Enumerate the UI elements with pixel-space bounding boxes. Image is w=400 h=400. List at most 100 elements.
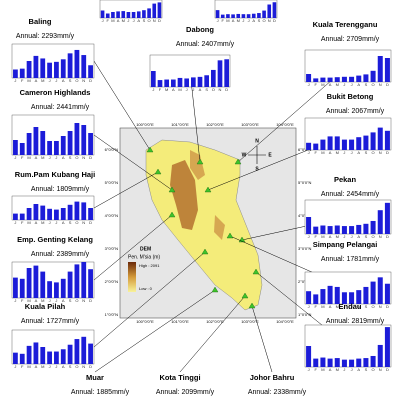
bar	[377, 344, 383, 367]
month-label: F	[159, 87, 162, 92]
month-label: N	[379, 150, 382, 155]
month-label: J	[152, 87, 154, 92]
chart-frame	[304, 271, 392, 305]
month-label: J	[343, 150, 345, 155]
bar	[13, 140, 18, 155]
bar	[341, 359, 347, 367]
month-label: O	[148, 18, 151, 23]
station-name: Endau	[339, 302, 362, 311]
bar	[60, 59, 66, 78]
bar	[363, 223, 369, 234]
month-label: D	[273, 18, 276, 23]
bar	[88, 65, 93, 78]
station-marker	[226, 232, 234, 239]
bar	[81, 125, 87, 155]
month-label: D	[89, 78, 92, 83]
month-label: M	[226, 18, 229, 23]
bar	[327, 226, 333, 234]
month-label: J	[351, 367, 353, 372]
bar	[363, 358, 369, 367]
chart-frame	[304, 199, 392, 235]
station-annual: Annual: 2099mm/y	[156, 389, 215, 396]
month-label: S	[69, 78, 72, 83]
bar	[40, 131, 46, 155]
bar	[320, 289, 326, 304]
month-label: J	[343, 304, 345, 309]
month-label: J	[127, 18, 129, 23]
bar	[327, 77, 333, 82]
chart-frame	[11, 261, 95, 299]
month-label: O	[372, 82, 375, 87]
month-label: N	[82, 155, 85, 160]
station-annual: Annual: 1781mm/y	[321, 256, 380, 263]
month-label: J	[186, 87, 188, 92]
month-label: F	[21, 364, 24, 369]
chart-frame	[304, 324, 392, 368]
month-label: D	[89, 364, 92, 369]
month-label: A	[35, 155, 38, 160]
month-label: O	[372, 150, 375, 155]
lon-label: 100°0'0"E	[136, 319, 154, 324]
bar	[313, 294, 319, 304]
station-annual: Annual: 2067mm/y	[326, 108, 385, 115]
leader-line	[93, 134, 173, 191]
bar	[121, 11, 126, 18]
station-marker	[146, 146, 154, 153]
bar	[370, 132, 376, 150]
chart-frame	[214, 0, 278, 19]
month-label: S	[69, 155, 72, 160]
bar	[142, 10, 146, 18]
month-label: J	[308, 234, 310, 239]
bar	[313, 143, 319, 150]
bar	[157, 80, 163, 87]
leader-line	[93, 214, 173, 281]
bar	[74, 49, 80, 78]
month-label: N	[379, 304, 382, 309]
station-annual: Annual: 2293mm/y	[16, 33, 75, 40]
lat-label: 1°0'0"N	[105, 312, 118, 317]
lon-label: 102°0'0"E	[206, 319, 224, 324]
bar	[211, 69, 216, 87]
bar	[356, 290, 362, 304]
month-label: J	[49, 155, 51, 160]
month-label: J	[14, 155, 16, 160]
month-label: M	[336, 304, 339, 309]
month-label: F	[21, 298, 24, 303]
station-annual: Annual: 1885mm/y	[71, 389, 130, 396]
lat-label: 4°0'0"N	[298, 213, 311, 218]
bar	[363, 286, 369, 304]
month-label: S	[258, 18, 261, 23]
month-label: S	[365, 304, 368, 309]
bar	[105, 13, 110, 18]
station-annual: Annual: 2338mm/y	[248, 389, 307, 396]
bar	[26, 208, 32, 220]
bar	[327, 285, 333, 304]
month-label: O	[75, 78, 78, 83]
bar	[74, 264, 80, 298]
bar	[54, 209, 59, 220]
month-label: A	[329, 304, 332, 309]
lat-label: 5°0'0"N	[298, 180, 311, 185]
month-label: M	[321, 82, 324, 87]
station-marker	[248, 302, 256, 309]
station-marker	[211, 286, 219, 293]
legend-ramp	[128, 262, 136, 292]
bar	[356, 137, 362, 150]
legend-title: DEM	[140, 246, 151, 252]
month-label: A	[252, 18, 255, 23]
bar	[320, 225, 326, 234]
bar	[363, 135, 369, 150]
chart-frame	[99, 0, 163, 19]
month-label: S	[69, 298, 72, 303]
month-label: A	[137, 18, 140, 23]
bar	[384, 58, 390, 82]
bar	[13, 352, 18, 364]
month-label: O	[372, 234, 375, 239]
bar	[164, 79, 169, 87]
bar	[377, 210, 383, 234]
bar	[257, 13, 261, 18]
month-label: O	[372, 367, 375, 372]
bar	[100, 10, 105, 18]
legend-high: High : 2091	[139, 263, 160, 268]
compass-letter: N	[255, 138, 259, 144]
